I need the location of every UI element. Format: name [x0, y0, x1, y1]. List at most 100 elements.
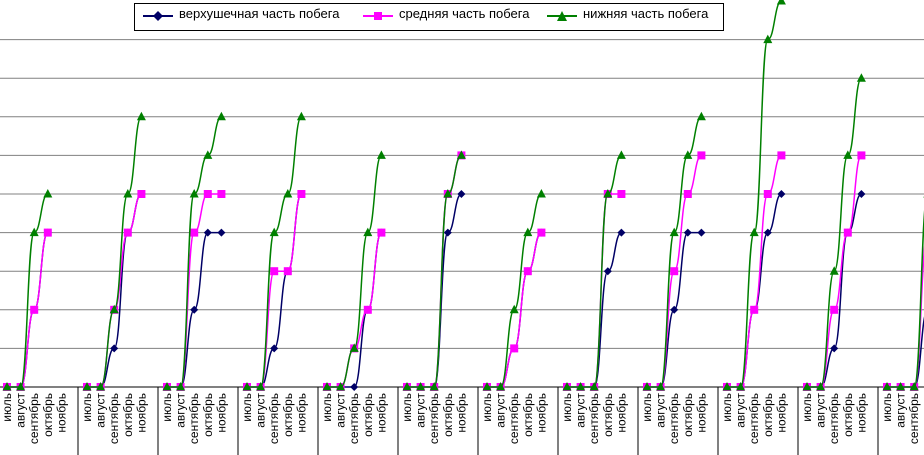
data-point: [882, 382, 892, 391]
x-tick-label: август: [494, 393, 508, 428]
data-point: [216, 111, 226, 121]
x-tick-label: ноябрь: [294, 393, 308, 433]
x-tick-label: сентябрь: [187, 393, 201, 444]
data-point: [190, 305, 199, 314]
series-line: [566, 193, 622, 388]
x-tick-label: август: [574, 393, 588, 428]
data-point: [123, 189, 133, 198]
data-point: [523, 267, 532, 276]
data-point: [269, 227, 279, 237]
data-point: [429, 382, 439, 391]
data-point: [683, 228, 692, 237]
data-point: [843, 228, 852, 237]
x-tick-label: июль: [80, 393, 94, 422]
data-point: [670, 305, 679, 314]
data-point: [296, 111, 306, 121]
x-tick-label: октябрь: [121, 393, 135, 437]
x-tick-label: ноябрь: [454, 393, 468, 433]
x-tick-label: июль: [240, 393, 254, 422]
x-tick-label: август: [254, 393, 268, 428]
data-point: [2, 382, 12, 391]
data-point: [777, 190, 786, 198]
x-tick-label: июль: [880, 393, 894, 422]
x-tick-label: август: [334, 393, 348, 428]
data-point: [363, 227, 373, 237]
square-icon: [374, 12, 382, 20]
x-tick-label: сентябрь: [507, 393, 521, 444]
x-tick-label: октябрь: [601, 393, 615, 437]
x-tick-label: июль: [0, 393, 14, 422]
series-line: [886, 210, 924, 388]
data-point: [537, 228, 546, 237]
x-tick-label: ноябрь: [534, 393, 548, 433]
x-tick-label: сентябрь: [907, 393, 921, 444]
x-tick-label: август: [14, 393, 28, 428]
data-point: [829, 266, 839, 275]
data-point: [176, 382, 186, 391]
data-point: [603, 189, 613, 198]
x-tick-label: сентябрь: [427, 393, 441, 444]
series-line: [246, 193, 303, 388]
data-point: [603, 267, 612, 276]
data-point: [203, 190, 212, 198]
data-point: [750, 305, 759, 314]
series-line: [406, 193, 462, 388]
x-tick-label: ноябрь: [614, 393, 628, 433]
data-point: [617, 190, 626, 198]
x-tick-label: сентябрь: [667, 393, 681, 444]
x-tick-labels: июль август сентябрь октябрь ноябрь июль авгус…: [0, 393, 921, 445]
data-point: [137, 190, 146, 198]
x-tick-label: сентябрь: [747, 393, 761, 444]
data-point: [763, 34, 773, 44]
x-tick-label: октябрь: [201, 393, 215, 437]
data-point: [670, 267, 679, 276]
diamond-icon: [153, 11, 163, 21]
x-tick-label: июль: [400, 393, 414, 422]
series-line: [486, 193, 542, 388]
x-tick-label: октябрь: [441, 393, 455, 437]
data-point: [896, 382, 906, 391]
data-point: [843, 150, 853, 159]
x-tick-label: октябрь: [761, 393, 775, 437]
legend-label: нижняя часть побега: [583, 6, 709, 21]
x-tick-label: ноябрь: [374, 393, 388, 433]
x-axis: [0, 386, 924, 455]
data-point: [697, 151, 706, 160]
data-point: [350, 383, 359, 391]
x-tick-label: август: [414, 393, 428, 428]
data-point: [363, 305, 372, 314]
series-2: [2, 0, 924, 391]
series-line: [6, 193, 49, 388]
series-line: [726, 193, 782, 388]
series-line: [166, 116, 222, 388]
data-point: [509, 304, 519, 314]
data-point: [523, 227, 533, 237]
data-point: [322, 382, 332, 391]
x-tick-label: июль: [800, 393, 814, 422]
x-tick-label: октябрь: [681, 393, 695, 437]
data-point: [856, 73, 866, 82]
x-tick-label: октябрь: [281, 393, 295, 437]
series-line: [86, 193, 142, 388]
series-line: [166, 193, 222, 388]
x-tick-label: ноябрь: [774, 393, 788, 433]
data-point: [776, 0, 786, 5]
series-line: [646, 116, 702, 388]
legend: верхушечная часть побега средняя часть п…: [134, 3, 724, 31]
data-point: [443, 189, 453, 198]
data-point: [162, 382, 172, 391]
x-tick-label: ноябрь: [54, 393, 68, 433]
x-tick-label: июль: [320, 393, 334, 422]
data-point: [802, 382, 812, 391]
data-point: [536, 189, 546, 198]
data-point: [82, 382, 92, 391]
x-tick-label: сентябрь: [107, 393, 121, 444]
data-point: [283, 267, 292, 276]
data-point: [763, 190, 772, 198]
data-point: [669, 227, 679, 237]
data-point: [456, 150, 466, 159]
data-point: [736, 382, 746, 391]
x-tick-label: июль: [560, 393, 574, 422]
data-point: [190, 228, 199, 237]
